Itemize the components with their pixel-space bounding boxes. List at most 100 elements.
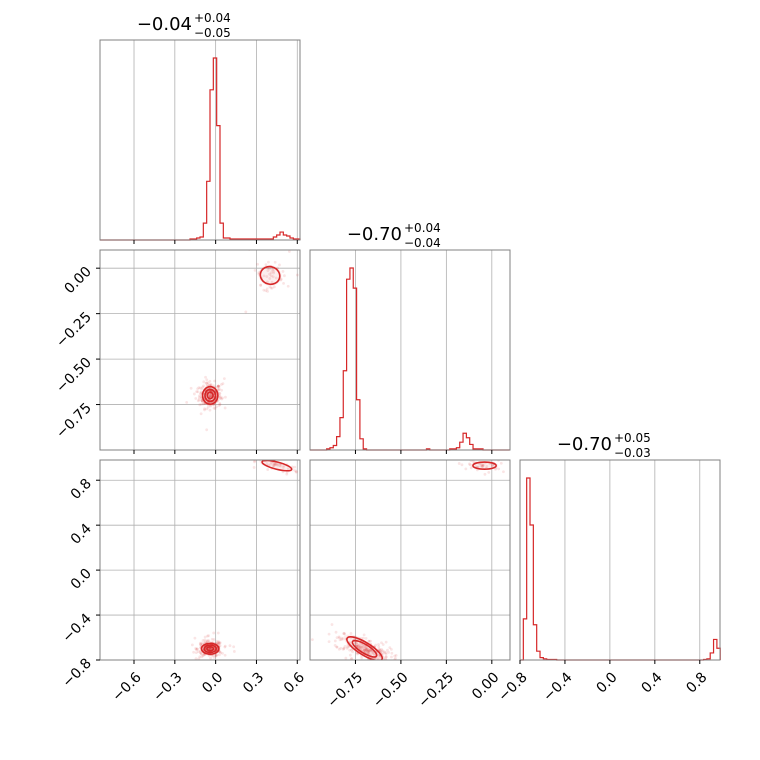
sample-point [223,406,227,410]
sample-point [345,646,349,650]
sample-point [271,275,275,279]
sample-point [185,400,189,404]
sample-point [266,269,270,273]
sample-point [208,393,212,396]
sample-point [480,464,484,468]
sample-point [497,467,501,471]
sample-point [253,460,257,463]
sample-point [209,404,213,408]
sample-point [377,647,381,651]
sample-point [212,631,216,635]
x-tick-label: −0.50 [370,669,412,711]
sample-point [218,402,222,405]
sample-point [378,648,382,652]
sample-point [339,646,343,650]
sample-point [365,647,369,650]
sample-point [476,465,480,469]
sample-point [209,383,213,386]
sample-point [479,464,483,468]
sample-point [196,399,200,403]
sample-point [365,646,368,650]
sample-point [382,651,386,655]
panel-contents [310,455,505,660]
sample-point [228,644,232,648]
sample-point [360,644,364,648]
sample-point [389,648,393,651]
contour-level-0 [259,265,281,286]
sample-point [295,273,299,277]
sample-point [369,648,372,652]
sample-point [257,271,261,275]
sample-point [217,388,220,392]
sample-point [267,260,270,264]
panel-background [310,460,510,660]
sample-point [368,649,372,652]
sample-point [384,640,388,644]
sample-point [274,462,277,466]
hist-panel-0: −0.04 +0.04−0.05 [99,11,301,244]
sample-point [205,428,209,432]
sample-point [368,650,371,654]
sample-point [205,663,208,666]
sample-point [278,464,282,468]
sample-point [224,395,227,399]
sample-point [481,463,485,466]
contour-level-2 [206,645,215,652]
x-tick-label: −0.75 [325,669,367,711]
sample-point [207,394,211,397]
sample-point [253,460,256,464]
sample-point [369,639,372,643]
sample-point [255,455,258,458]
sample-point [197,398,201,402]
sample-point [360,656,364,660]
sample-point [367,649,371,653]
sample-point [223,653,227,657]
panel-contents [190,455,307,666]
sample-point [216,631,220,635]
sample-point [388,646,392,650]
scatter-panel-1-0: −0.75−0.50−0.25 0.00 [53,247,301,454]
sample-point [219,383,223,386]
sample-point [199,395,203,398]
sample-point [194,648,198,651]
contour-level-2 [206,391,214,400]
sample-point [366,650,370,653]
sample-point [340,638,343,641]
sample-point [265,287,269,291]
sample-point [275,463,279,467]
sample-point [198,649,202,653]
y-tick-label: 0.4 [68,521,95,548]
sample-point [215,639,219,643]
sample-point [348,653,352,657]
sample-point [264,289,268,293]
sample-point [390,651,394,655]
sample-point [367,639,371,643]
sample-point [208,393,212,397]
sample-point [364,648,368,652]
sample-point [340,636,344,640]
sample-point [386,648,389,652]
sample-point [200,399,204,402]
sample-point [218,653,221,657]
sample-point [281,466,285,469]
sample-point [232,650,236,653]
hist-panel-1: −0.70 +0.04−0.04 [309,221,511,454]
sample-point [207,634,210,638]
x-tick-label: −0.3 [150,669,185,704]
sample-point [205,407,209,411]
sample-point [199,392,203,396]
sample-point [500,455,503,458]
sample-point [199,643,203,646]
sample-point [378,648,382,652]
sample-point [251,247,254,250]
sample-point [268,267,271,271]
sample-point [270,280,274,284]
sample-point [217,384,220,388]
sample-point [217,641,221,645]
sample-point [304,471,307,474]
sample-point [393,654,397,658]
sample-point [218,403,222,406]
x-tick-label: 0.0 [594,669,621,696]
sample-point [279,277,283,281]
sample-point [348,648,352,652]
